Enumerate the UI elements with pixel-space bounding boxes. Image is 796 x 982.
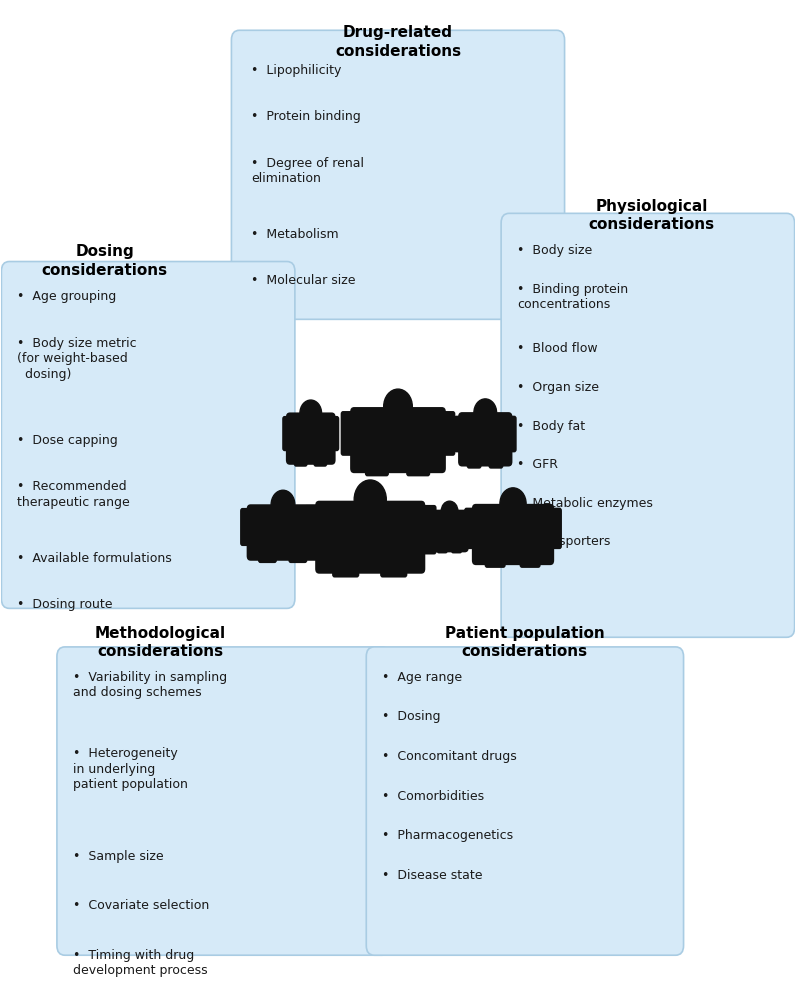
Text: •  Pharmacogenetics: • Pharmacogenetics xyxy=(382,829,513,842)
FancyBboxPatch shape xyxy=(341,411,361,456)
FancyBboxPatch shape xyxy=(544,508,562,549)
FancyBboxPatch shape xyxy=(464,508,482,549)
FancyBboxPatch shape xyxy=(232,30,564,319)
Text: •  Covariate selection: • Covariate selection xyxy=(72,900,209,912)
FancyBboxPatch shape xyxy=(365,440,389,476)
Text: •  Metabolic enzymes: • Metabolic enzymes xyxy=(517,497,653,510)
Text: Dosing
considerations: Dosing considerations xyxy=(41,245,168,278)
Text: •  Concomitant drugs: • Concomitant drugs xyxy=(382,750,517,763)
Text: •  Transporters: • Transporters xyxy=(517,535,611,548)
Text: •  Body fat: • Body fat xyxy=(517,419,585,432)
Circle shape xyxy=(354,480,386,518)
FancyBboxPatch shape xyxy=(294,438,308,466)
Text: •  Organ size: • Organ size xyxy=(517,381,599,394)
Text: Physiological
considerations: Physiological considerations xyxy=(589,199,715,233)
Circle shape xyxy=(271,490,295,519)
Text: •  Dosing: • Dosing xyxy=(382,711,441,724)
FancyBboxPatch shape xyxy=(288,532,307,563)
FancyBboxPatch shape xyxy=(431,510,469,552)
FancyBboxPatch shape xyxy=(283,416,295,451)
Text: •  Recommended
therapeutic range: • Recommended therapeutic range xyxy=(18,480,130,509)
FancyBboxPatch shape xyxy=(350,408,446,473)
Text: •  Protein binding: • Protein binding xyxy=(252,110,361,124)
FancyBboxPatch shape xyxy=(406,440,430,476)
FancyBboxPatch shape xyxy=(286,412,336,464)
Text: •  Disease state: • Disease state xyxy=(382,868,482,882)
FancyBboxPatch shape xyxy=(57,647,390,955)
FancyBboxPatch shape xyxy=(304,505,327,555)
Text: Methodological
considerations: Methodological considerations xyxy=(95,626,225,659)
FancyBboxPatch shape xyxy=(428,513,439,541)
FancyBboxPatch shape xyxy=(458,412,513,466)
Text: •  Variability in sampling
and dosing schemes: • Variability in sampling and dosing sch… xyxy=(72,671,227,699)
FancyBboxPatch shape xyxy=(520,534,540,568)
FancyBboxPatch shape xyxy=(435,411,455,456)
Circle shape xyxy=(300,400,322,426)
FancyBboxPatch shape xyxy=(485,534,505,568)
Circle shape xyxy=(474,399,497,426)
Text: •  Age grouping: • Age grouping xyxy=(18,291,116,303)
Circle shape xyxy=(500,488,526,519)
FancyBboxPatch shape xyxy=(472,504,554,565)
Text: Patient population
considerations: Patient population considerations xyxy=(445,626,605,659)
FancyBboxPatch shape xyxy=(454,415,467,453)
FancyBboxPatch shape xyxy=(501,213,794,637)
FancyBboxPatch shape xyxy=(315,501,425,573)
Text: •  Available formulations: • Available formulations xyxy=(18,552,172,565)
Text: •  Binding protein
concentrations: • Binding protein concentrations xyxy=(517,283,628,311)
FancyBboxPatch shape xyxy=(258,532,277,563)
Text: •  Timing with drug
development process: • Timing with drug development process xyxy=(72,949,208,977)
Text: •  Age range: • Age range xyxy=(382,671,462,684)
Text: •  Comorbidities: • Comorbidities xyxy=(382,790,484,802)
Text: Drug-related
considerations: Drug-related considerations xyxy=(335,26,461,59)
FancyBboxPatch shape xyxy=(310,508,326,546)
FancyBboxPatch shape xyxy=(2,261,295,609)
FancyBboxPatch shape xyxy=(436,529,448,554)
FancyBboxPatch shape xyxy=(504,415,517,453)
Text: •  Molecular size: • Molecular size xyxy=(252,274,356,288)
Text: •  Sample size: • Sample size xyxy=(72,850,163,863)
FancyBboxPatch shape xyxy=(327,416,339,451)
FancyBboxPatch shape xyxy=(489,439,503,468)
FancyBboxPatch shape xyxy=(240,508,256,546)
FancyBboxPatch shape xyxy=(314,438,327,466)
Circle shape xyxy=(384,389,412,424)
Text: •  Body size metric
(for weight-based
  dosing): • Body size metric (for weight-based dos… xyxy=(18,337,137,381)
FancyBboxPatch shape xyxy=(247,505,319,561)
FancyBboxPatch shape xyxy=(332,537,359,577)
FancyBboxPatch shape xyxy=(466,439,482,468)
Text: •  Dose capping: • Dose capping xyxy=(18,434,118,447)
FancyBboxPatch shape xyxy=(413,505,436,555)
Text: •  Lipophilicity: • Lipophilicity xyxy=(252,64,341,77)
Text: •  Body size: • Body size xyxy=(517,245,592,257)
Text: •  Blood flow: • Blood flow xyxy=(517,343,598,355)
FancyBboxPatch shape xyxy=(461,513,471,541)
FancyBboxPatch shape xyxy=(366,647,684,955)
Text: •  Dosing route: • Dosing route xyxy=(18,598,113,611)
Text: •  Metabolism: • Metabolism xyxy=(252,228,339,242)
Text: •  Degree of renal
elimination: • Degree of renal elimination xyxy=(252,156,365,185)
Circle shape xyxy=(441,501,458,521)
Text: •  GFR: • GFR xyxy=(517,458,558,471)
FancyBboxPatch shape xyxy=(451,529,462,554)
Text: •  Heterogeneity
in underlying
patient population: • Heterogeneity in underlying patient po… xyxy=(72,747,188,791)
FancyBboxPatch shape xyxy=(380,537,408,577)
